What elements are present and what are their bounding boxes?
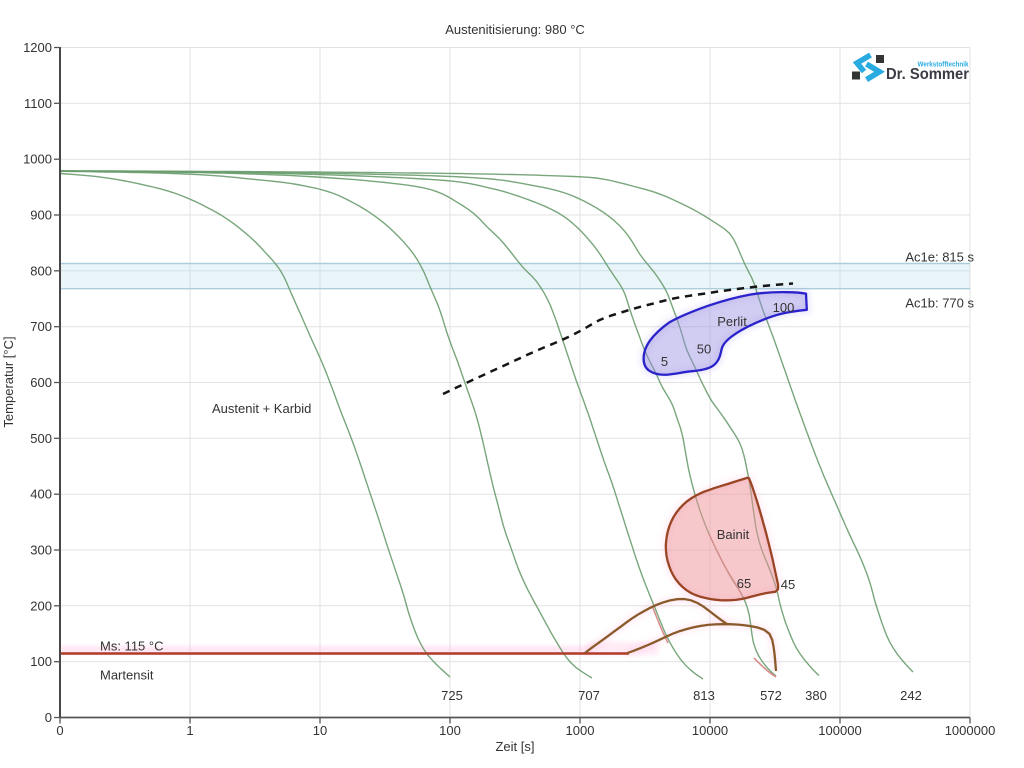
svg-text:0: 0	[56, 723, 63, 738]
svg-text:Austenitisierung: 980 °C: Austenitisierung: 980 °C	[445, 22, 585, 37]
svg-text:10000: 10000	[692, 723, 728, 738]
svg-text:Ac1b: 770 s: Ac1b: 770 s	[905, 296, 974, 311]
svg-text:Perlit: Perlit	[717, 314, 747, 329]
svg-text:800: 800	[30, 263, 52, 278]
svg-text:1100: 1100	[24, 96, 52, 111]
svg-text:200: 200	[30, 598, 52, 613]
svg-text:Temperatur [°C]: Temperatur [°C]	[1, 336, 16, 427]
svg-text:900: 900	[30, 208, 52, 223]
svg-text:Dr. Sommer: Dr. Sommer	[886, 66, 969, 83]
svg-text:725: 725	[441, 688, 463, 703]
svg-text:Ms: 115 °C: Ms: 115 °C	[100, 639, 163, 654]
svg-text:600: 600	[30, 375, 52, 390]
svg-text:400: 400	[30, 487, 52, 502]
svg-text:700: 700	[30, 319, 52, 334]
svg-text:1: 1	[186, 723, 193, 738]
svg-text:Werkstofftechnik: Werkstofftechnik	[918, 62, 969, 69]
svg-text:100: 100	[439, 723, 461, 738]
svg-text:242: 242	[900, 688, 922, 703]
svg-text:380: 380	[805, 688, 827, 703]
svg-text:Ac1e: 815 s: Ac1e: 815 s	[905, 250, 974, 265]
svg-text:1000000: 1000000	[945, 723, 996, 738]
svg-text:100: 100	[30, 654, 52, 669]
svg-text:65: 65	[737, 576, 751, 591]
svg-text:10: 10	[313, 723, 327, 738]
svg-text:1000: 1000	[23, 152, 52, 167]
svg-text:300: 300	[30, 543, 52, 558]
svg-text:Zeit [s]: Zeit [s]	[495, 739, 534, 754]
svg-text:50: 50	[697, 342, 711, 357]
svg-text:Bainit: Bainit	[717, 527, 750, 542]
svg-text:707: 707	[578, 688, 600, 703]
svg-text:Austenit + Karbid: Austenit + Karbid	[212, 401, 311, 416]
svg-text:572: 572	[760, 688, 782, 703]
svg-text:45: 45	[781, 577, 795, 592]
svg-text:100: 100	[773, 300, 795, 315]
svg-text:0: 0	[45, 710, 52, 725]
svg-text:100000: 100000	[818, 723, 861, 738]
svg-text:5: 5	[661, 354, 668, 369]
svg-text:1200: 1200	[23, 40, 52, 55]
svg-text:Martensit: Martensit	[100, 668, 154, 683]
svg-text:500: 500	[30, 431, 52, 446]
svg-text:813: 813	[693, 688, 715, 703]
svg-text:1000: 1000	[566, 723, 595, 738]
